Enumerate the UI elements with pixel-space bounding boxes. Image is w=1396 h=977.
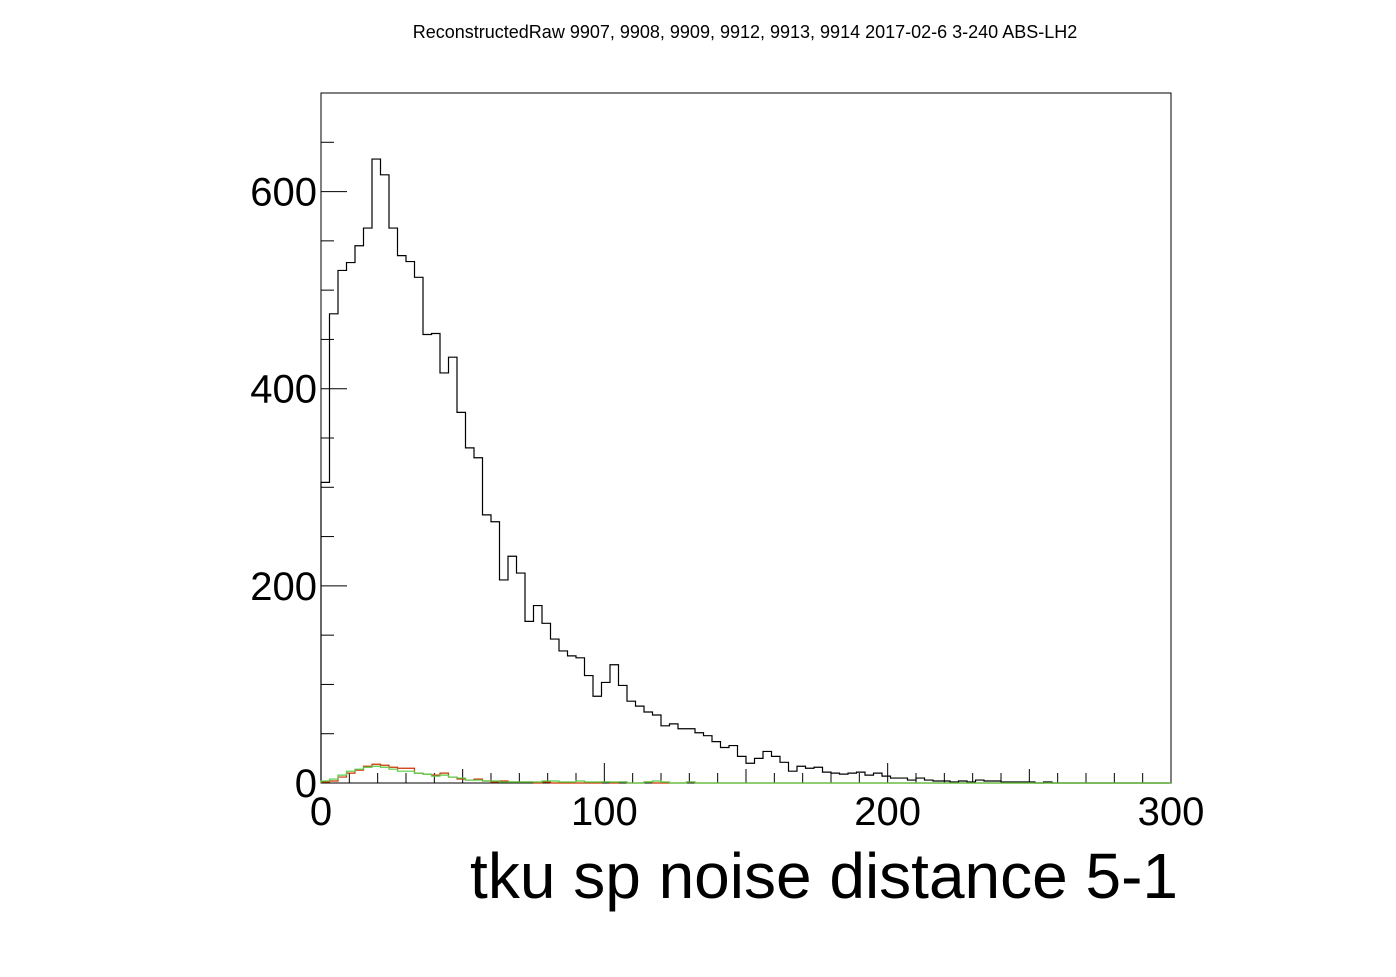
chart-title: ReconstructedRaw 9907, 9908, 9909, 9912,…	[413, 22, 1077, 42]
histogram-series-1	[320, 158, 1171, 784]
histogram-series-3	[320, 765, 1171, 784]
y-axis-tick-labels: 0 200 400 600	[250, 171, 317, 806]
x-tick-label: 100	[571, 790, 638, 834]
x-axis-ticks	[320, 763, 1172, 783]
x-axis-tick-labels: 0 100 200 300	[310, 790, 1205, 834]
y-tick-label: 200	[250, 565, 317, 609]
plot-frame	[320, 92, 1172, 784]
y-tick-label: 600	[250, 171, 317, 215]
x-axis-label: tku sp noise distance 5-1	[470, 840, 1178, 912]
histogram-series	[320, 158, 1171, 784]
x-tick-label: 0	[310, 790, 332, 834]
x-tick-label: 300	[1138, 790, 1205, 834]
y-tick-label: 400	[250, 368, 317, 412]
y-tick-label: 0	[295, 762, 317, 806]
y-axis-ticks	[321, 92, 347, 784]
x-tick-label: 200	[854, 790, 921, 834]
